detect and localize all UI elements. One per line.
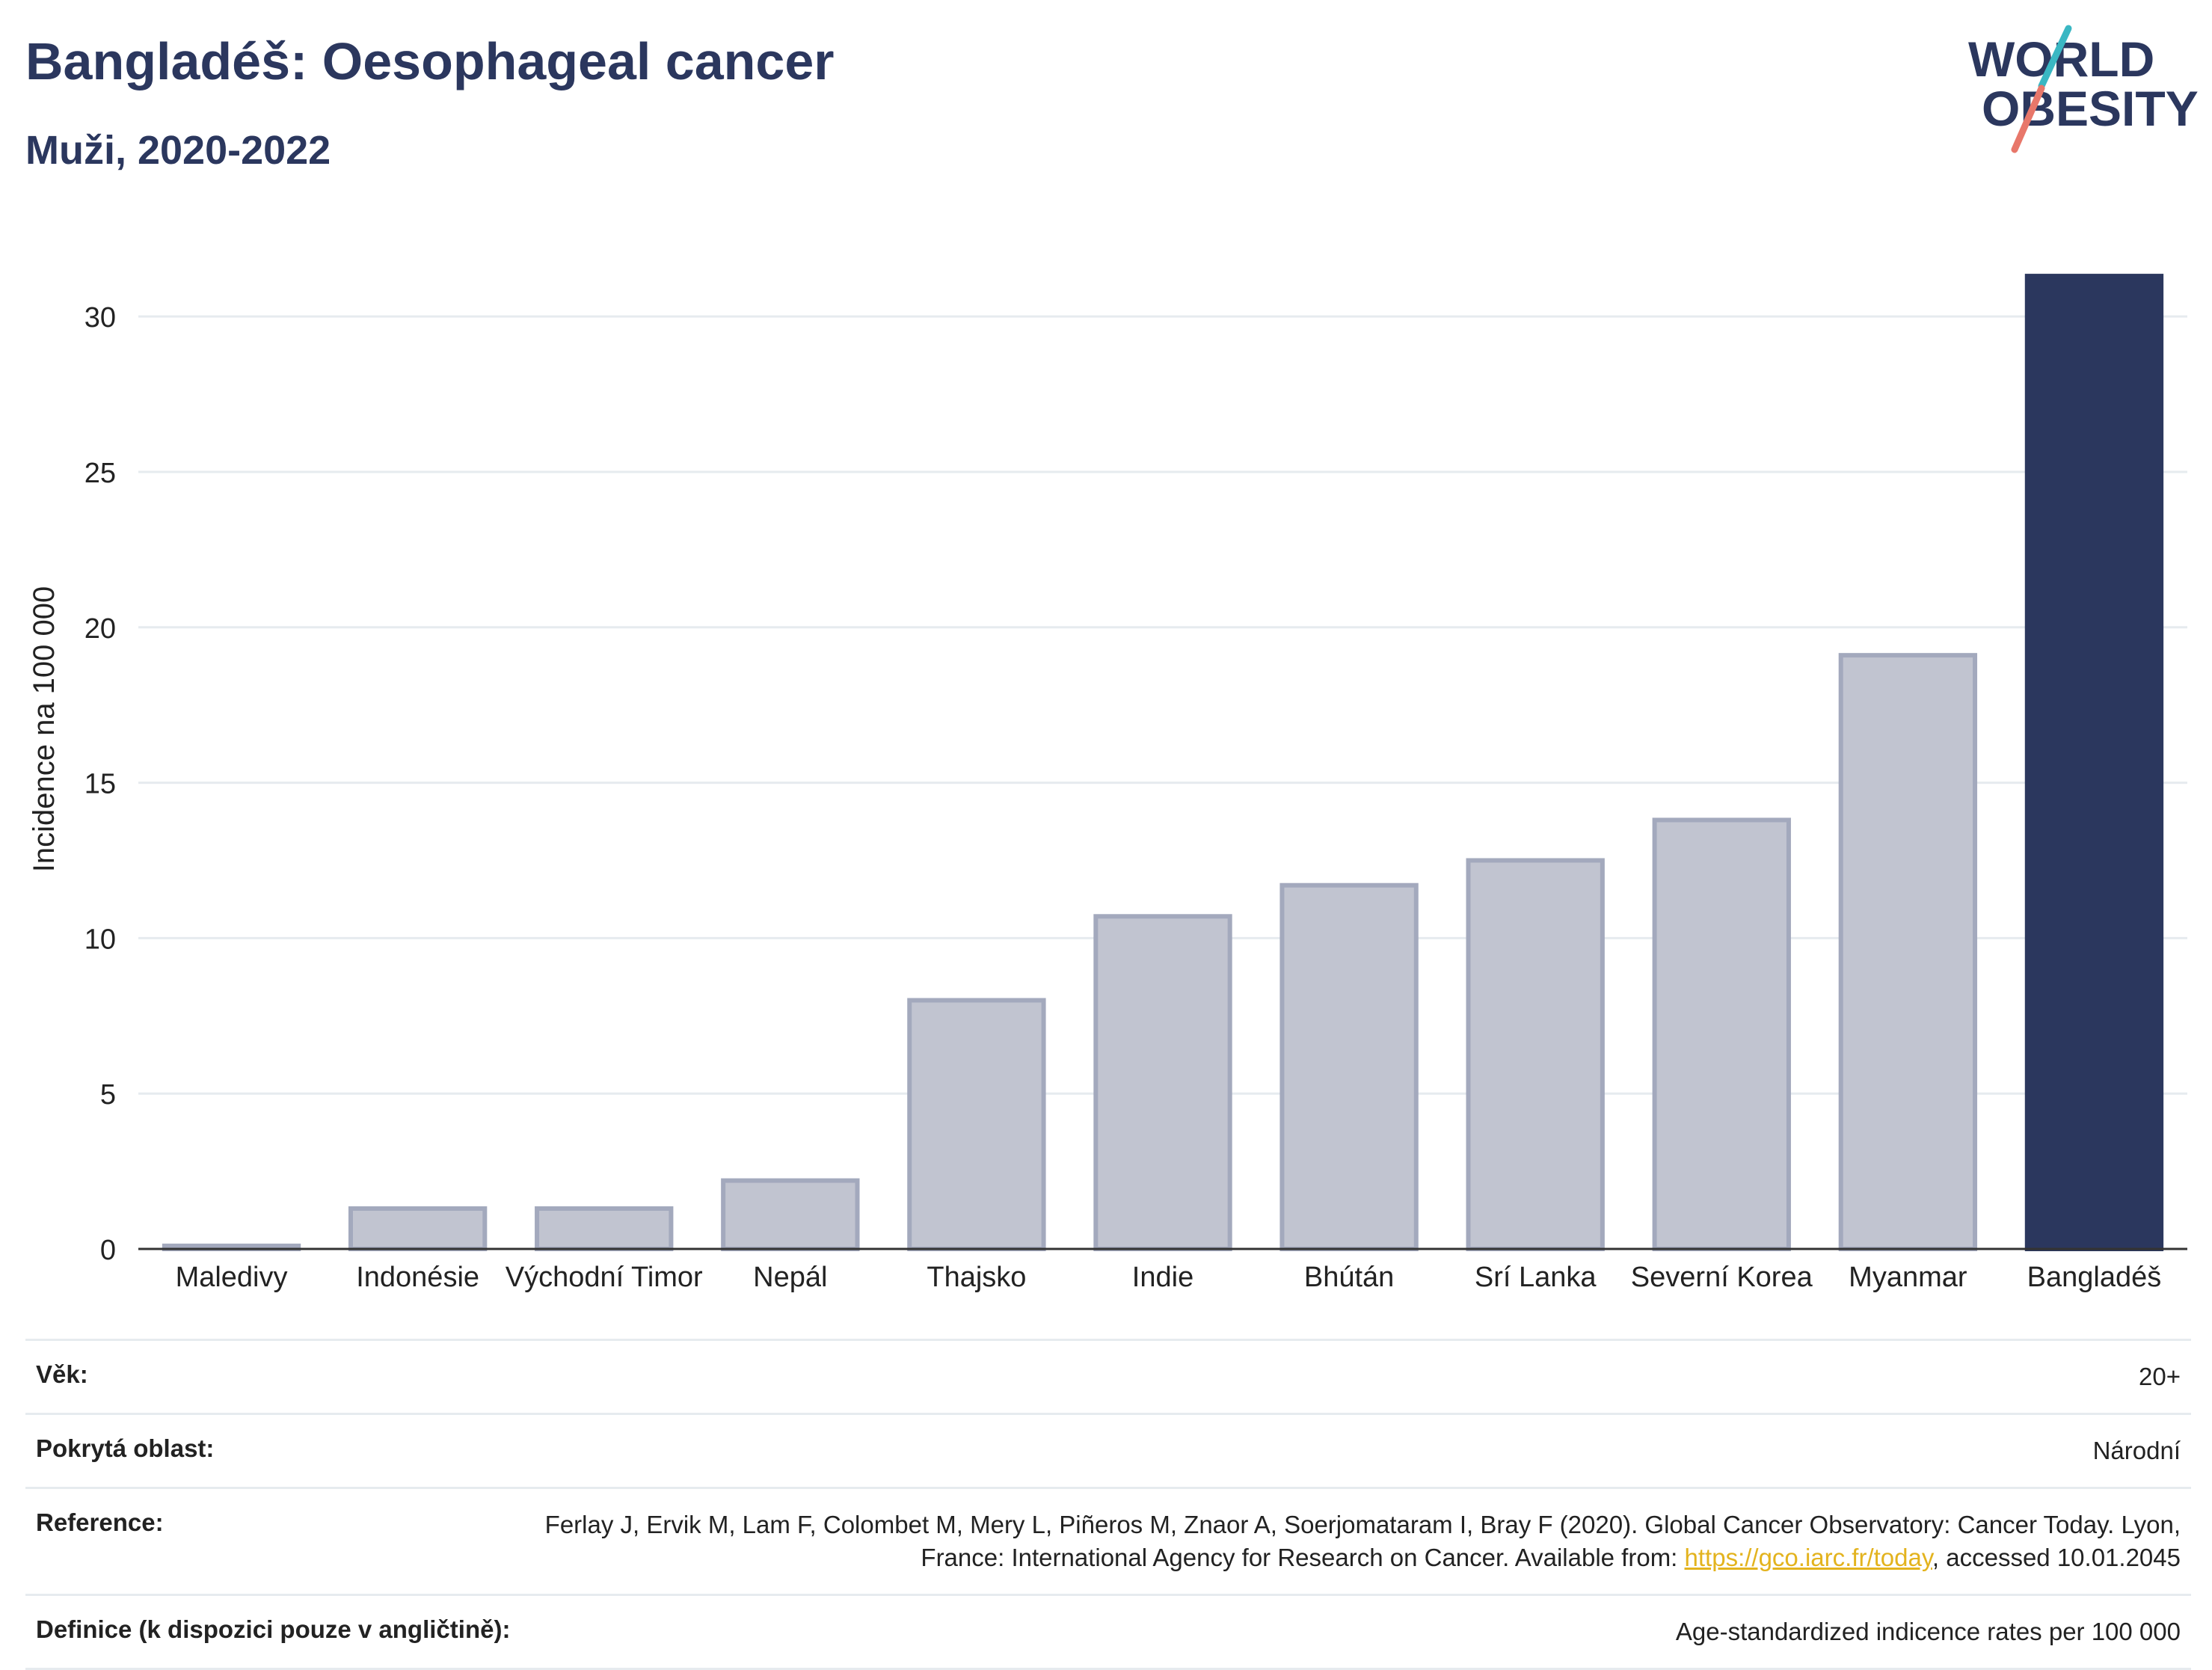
- bars: [162, 274, 2164, 1251]
- x-tick-label: Thajsko: [927, 1262, 1026, 1293]
- bar-srí-lanka: [1466, 858, 1605, 1251]
- x-tick-label: Bhútán: [1304, 1262, 1394, 1293]
- y-axis-label: Incidence na 100 000: [28, 586, 61, 873]
- y-tick-label: 30: [85, 302, 116, 334]
- definition-value: Age-standardized indicence rates per 100…: [1675, 1618, 2181, 1645]
- bar-bangladéš: [2024, 274, 2164, 1251]
- info-row-coverage: Pokrytá oblast: Národní: [25, 1413, 2191, 1487]
- x-tick-label: Severní Korea: [1631, 1262, 1813, 1293]
- x-tick-label: Nepál: [753, 1262, 827, 1293]
- age-label: Věk:: [36, 1360, 88, 1388]
- reference-value: Ferlay J, Ervik M, Lam F, Colombet M, Me…: [535, 1508, 2181, 1574]
- bar-thajsko: [907, 998, 1046, 1251]
- x-tick-label: Bangladéš: [2027, 1262, 2162, 1293]
- logo-line-2: OBESITY: [1982, 81, 2199, 136]
- bar-myanmar: [1838, 653, 1978, 1251]
- coverage-value: Národní: [2092, 1437, 2181, 1464]
- bar-severní-korea: [1652, 817, 1791, 1251]
- reference-link[interactable]: https://gco.iarc.fr/today: [1684, 1544, 1932, 1571]
- axes: 0 5 10 15 20 25 30 Maledivy Indonésie Východní Ti…: [85, 302, 2187, 1293]
- x-tick-label: Indie: [1132, 1262, 1193, 1293]
- reference-label: Reference:: [36, 1508, 164, 1536]
- reference-text: Ferlay J, Ervik M, Lam F, Colombet M, Me…: [544, 1511, 2181, 1571]
- bar-chart: 0 5 10 15 20 25 30 Maledivy Indonésie Východní Ti…: [28, 274, 2187, 1293]
- reference-accessed: , accessed 10.01.2045: [1932, 1544, 2181, 1571]
- coverage-label: Pokrytá oblast:: [36, 1434, 215, 1462]
- age-value: 20+: [2139, 1363, 2181, 1390]
- x-tick-label: Východní Timor: [506, 1262, 703, 1293]
- bar-indonésie: [348, 1206, 488, 1251]
- x-tick-label: Maledivy: [176, 1262, 288, 1293]
- y-tick-label: 25: [85, 458, 116, 489]
- bar-bhútán: [1279, 882, 1419, 1251]
- info-row-reference: Reference: Ferlay J, Ervik M, Lam F, Col…: [25, 1487, 2191, 1594]
- definition-label: Definice (k dispozici pouze v angličtině…: [36, 1615, 511, 1643]
- y-tick-label: 20: [85, 613, 116, 645]
- info-row-age: Věk: 20+: [25, 1339, 2191, 1413]
- y-tick-label: 0: [100, 1235, 116, 1266]
- bar-nepál: [721, 1178, 860, 1251]
- x-tick-label: Srí Lanka: [1475, 1262, 1597, 1293]
- info-row-definition: Definice (k dispozici pouze v angličtině…: [25, 1594, 2191, 1670]
- bar-indie: [1093, 914, 1232, 1251]
- y-tick-label: 15: [85, 769, 116, 800]
- y-tick-label: 5: [100, 1079, 116, 1111]
- world-obesity-logo: WORLD OBESITY: [1968, 25, 2199, 153]
- x-tick-label: Myanmar: [1849, 1262, 1967, 1293]
- info-table: Věk: 20+ Pokrytá oblast: Národní Referen…: [25, 1339, 2191, 1670]
- y-tick-label: 10: [85, 924, 116, 955]
- chart-subtitle: Muži, 2020-2022: [25, 128, 331, 173]
- chart-title: Bangladéš: Oesophageal cancer: [25, 32, 835, 90]
- x-tick-label: Indonésie: [356, 1262, 479, 1293]
- bar-východní-timor: [535, 1206, 674, 1251]
